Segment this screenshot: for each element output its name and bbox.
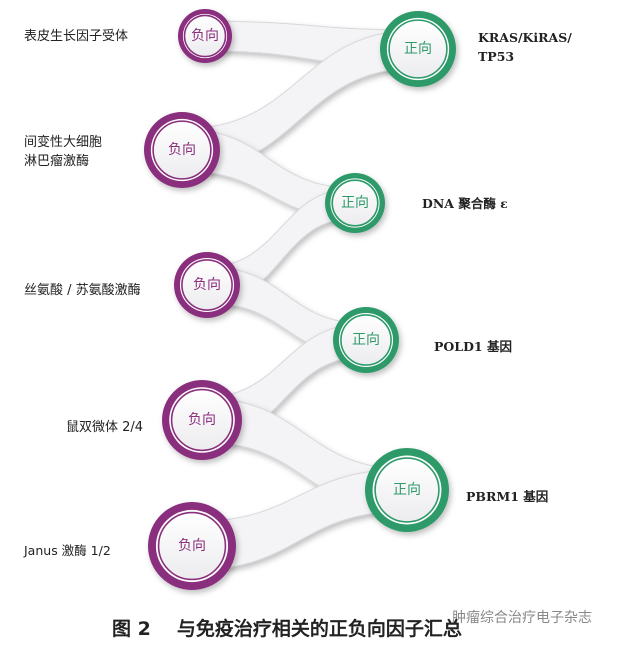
label-pbrm1: PBRM1 基因: [466, 489, 549, 504]
negative-node: 负向: [144, 112, 220, 188]
positive-node: 正向: [365, 448, 449, 532]
node-label: 负向: [191, 28, 219, 44]
figure-caption: 图 2 与免疫治疗相关的正负向因子汇总: [112, 614, 462, 641]
label-pole: DNA 聚合酶 ε: [422, 196, 508, 211]
label-mdm: 鼠双微体 2/4: [66, 420, 144, 435]
negative-node: 负向: [148, 502, 236, 590]
node-label: 负向: [168, 142, 196, 158]
label-egfr: 表皮生长因子受体: [24, 29, 129, 44]
label-pold1: POLD1 基因: [434, 339, 512, 354]
figure-number: 图 2: [112, 618, 151, 640]
node-label: 负向: [193, 277, 221, 293]
positive-node: 正向: [380, 11, 456, 87]
negative-node: 负向: [174, 252, 240, 318]
node-label: 负向: [178, 538, 206, 554]
label-kras: KRAS/KiRAS/ TP53: [478, 30, 572, 64]
label-stk: 丝氨酸 / 苏氨酸激酶: [24, 283, 141, 298]
node-label: 正向: [404, 41, 432, 57]
positive-node: 正向: [325, 173, 385, 233]
label-alk: 间变性大细胞 淋巴瘤激酶: [24, 135, 103, 169]
watermark: 肿瘤综合治疗电子杂志: [452, 610, 592, 626]
negative-node: 负向: [178, 9, 232, 63]
positive-node: 正向: [333, 307, 399, 373]
node-label: 正向: [341, 195, 369, 211]
negative-node: 负向: [162, 380, 242, 460]
node-label: 正向: [393, 482, 421, 498]
figure-title: 与免疫治疗相关的正负向因子汇总: [176, 618, 462, 640]
node-label: 正向: [352, 332, 380, 348]
node-label: 负向: [188, 412, 216, 428]
label-jak: Janus 激酶 1/2: [24, 543, 111, 558]
